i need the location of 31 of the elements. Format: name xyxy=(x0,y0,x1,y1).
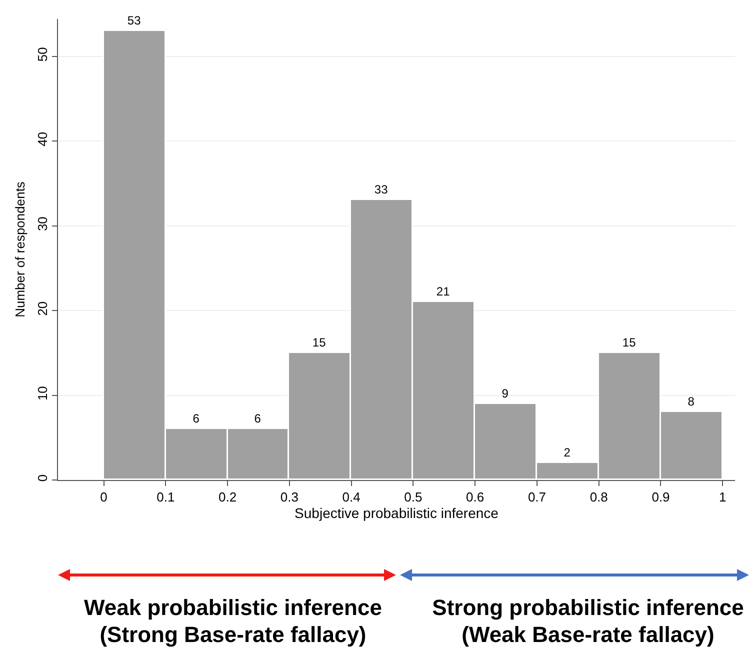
data-label: 15 xyxy=(622,335,636,350)
x-tick-label: 0.4 xyxy=(342,490,360,505)
data-label: 8 xyxy=(688,394,695,408)
text: Weak probabilistic inference (Strong Base-rate fallacy) xyxy=(83,594,383,648)
x-tick-label: 0 xyxy=(100,490,108,505)
y-tick-label: 50 xyxy=(34,47,50,62)
x-tick-label: 0.9 xyxy=(652,490,670,505)
data-label: 21 xyxy=(436,284,450,298)
data-label: 9 xyxy=(502,386,509,400)
x-tick-label: 0.8 xyxy=(590,490,608,505)
x-tick-label: 0.1 xyxy=(156,490,175,505)
y-tick-label: 0 xyxy=(34,474,50,482)
x-tick-label: 0.5 xyxy=(404,490,422,505)
data-label: 6 xyxy=(192,411,200,426)
x-tick-label: 0.7 xyxy=(528,490,546,505)
y-tick-label: 40 xyxy=(34,132,50,146)
y-tick-label: 20 xyxy=(34,301,50,316)
y-axis-title: Number of respondents xyxy=(12,181,28,318)
x-tick-label: 0.6 xyxy=(466,490,484,505)
data-label: 15 xyxy=(312,335,326,350)
data-label: 6 xyxy=(254,411,262,426)
x-axis-title: Subjective probabilistic inference xyxy=(294,504,499,521)
x-tick-label: 1 xyxy=(719,490,726,505)
data-label: 33 xyxy=(374,182,388,196)
x-tick-label: 0.2 xyxy=(218,490,237,505)
text: Strong probabilistic inference (Weak Base-rate fallacy) xyxy=(431,594,745,648)
y-tick-label: 30 xyxy=(34,216,50,232)
x-tick-label: 0.3 xyxy=(280,490,298,505)
y-tick-label: 10 xyxy=(34,386,50,401)
data-label: 53 xyxy=(127,13,142,28)
data-label: 2 xyxy=(564,445,571,460)
